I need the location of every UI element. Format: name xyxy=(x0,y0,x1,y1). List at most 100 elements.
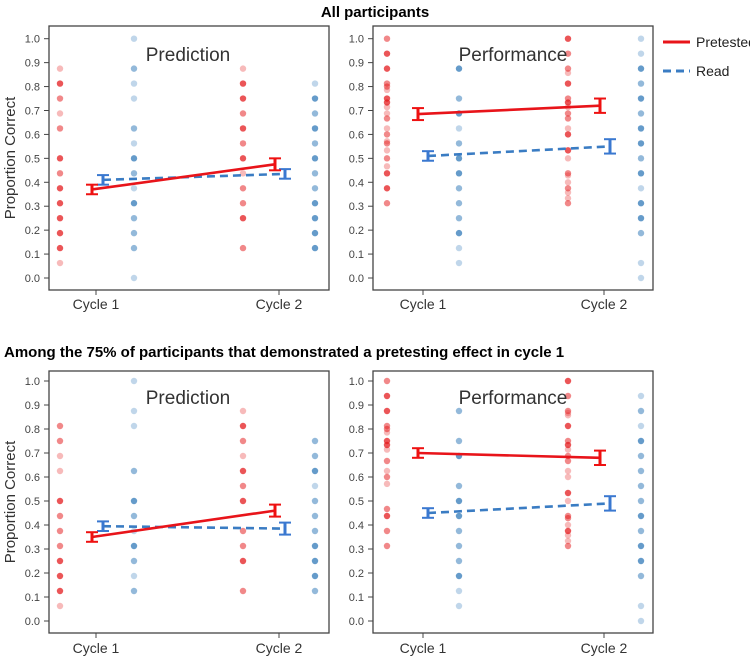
y-tick-label: 0.1 xyxy=(25,249,40,261)
data-point-pretested xyxy=(56,467,64,475)
data-point-pretested xyxy=(56,452,64,460)
data-point-read xyxy=(311,452,319,460)
data-point-pretested xyxy=(239,155,247,162)
data-point-read xyxy=(130,170,138,177)
data-point-read xyxy=(130,512,138,520)
data-point-read xyxy=(130,244,138,252)
data-point-read xyxy=(311,95,319,102)
data-point-read xyxy=(130,125,138,132)
data-point-read xyxy=(637,617,645,625)
data-point-read xyxy=(637,214,645,222)
data-point-read xyxy=(130,35,138,42)
data-point-read xyxy=(637,482,645,490)
data-point-read xyxy=(130,274,138,282)
data-point-read xyxy=(130,422,138,430)
data-point-read xyxy=(637,95,645,102)
data-point-read xyxy=(637,407,645,415)
error-bar-pretested xyxy=(594,97,606,114)
data-point-pretested xyxy=(564,125,572,132)
data-point-read xyxy=(455,95,463,102)
data-point-pretested xyxy=(56,542,64,550)
panel-title: Performance xyxy=(459,388,568,409)
data-point-pretested xyxy=(56,214,64,222)
data-point-read xyxy=(130,407,138,415)
data-point-read xyxy=(130,214,138,222)
data-point-pretested xyxy=(239,185,247,192)
error-bar-pretested xyxy=(269,503,281,518)
y-tick-label: 1.0 xyxy=(349,34,364,46)
data-point-pretested xyxy=(564,489,572,497)
data-point-pretested xyxy=(383,131,391,138)
data-point-read xyxy=(130,542,138,550)
data-point-read xyxy=(455,482,463,490)
y-tick-label: 0.3 xyxy=(349,544,364,556)
y-tick-label: 0.7 xyxy=(25,105,40,117)
data-point-pretested xyxy=(56,587,64,595)
data-point-read xyxy=(311,587,319,595)
data-point-pretested xyxy=(56,125,64,132)
data-point-read xyxy=(130,65,138,72)
data-point-read xyxy=(637,35,645,42)
data-point-read xyxy=(455,155,463,162)
panel-performance-1: 0.0 0.1 0.2 0.3 0.4 0.5 0.6 0.7 0.8 0.9 1.0 Cycle 1… xyxy=(349,25,654,312)
data-point-read xyxy=(311,185,319,192)
y-tick-label: 0.9 xyxy=(25,58,40,70)
data-point-pretested xyxy=(564,195,572,202)
data-point-read xyxy=(455,527,463,535)
data-point-pretested xyxy=(239,557,247,565)
y-tick-label: 0.8 xyxy=(25,82,40,94)
data-point-pretested xyxy=(564,457,572,465)
data-point-read xyxy=(637,170,645,177)
y-tick-label: 0.3 xyxy=(349,201,364,213)
data-point-pretested xyxy=(383,457,391,465)
data-point-pretested xyxy=(383,65,391,72)
y-tick-label: 0.4 xyxy=(25,177,40,189)
data-point-pretested xyxy=(564,407,572,415)
y-tick-label: 1.0 xyxy=(25,34,40,46)
y-tick-label: 0.4 xyxy=(25,520,40,532)
data-point-pretested xyxy=(239,467,247,475)
data-point-read xyxy=(130,587,138,595)
data-point-pretested xyxy=(564,170,572,177)
data-point-read xyxy=(637,572,645,580)
data-point-read xyxy=(455,437,463,445)
error-bar-read xyxy=(422,507,434,519)
data-point-read xyxy=(637,602,645,610)
data-point-pretested xyxy=(564,185,572,192)
data-point-read xyxy=(637,422,645,430)
y-tick-label: 0.9 xyxy=(25,400,40,412)
y-tick-label: 0.0 xyxy=(25,616,40,628)
data-point-read xyxy=(130,185,138,192)
data-point-pretested xyxy=(383,147,391,154)
data-point-pretested xyxy=(239,587,247,595)
data-point-read xyxy=(637,452,645,460)
mean-line-read xyxy=(427,502,611,515)
data-point-read xyxy=(311,557,319,565)
data-point-read xyxy=(311,110,319,117)
data-point-read xyxy=(130,155,138,162)
mean-line-read xyxy=(102,524,286,530)
y-tick-label: 1.0 xyxy=(25,376,40,388)
error-bar-read xyxy=(97,174,109,186)
data-point-pretested xyxy=(564,95,572,102)
data-point-read xyxy=(637,140,645,147)
data-point-pretested xyxy=(383,140,391,147)
y-tick-label: 0.2 xyxy=(349,568,364,580)
data-point-pretested xyxy=(383,467,391,475)
y-tick-label: 0.8 xyxy=(349,82,364,94)
data-point-read xyxy=(311,155,319,162)
data-point-pretested xyxy=(239,527,247,535)
data-point-pretested xyxy=(564,147,572,154)
mean-line-pretested xyxy=(417,104,601,116)
data-point-pretested xyxy=(56,170,64,177)
data-point-pretested xyxy=(56,497,64,505)
data-point-read xyxy=(637,229,645,237)
data-point-pretested xyxy=(564,35,572,42)
data-point-read xyxy=(311,80,319,87)
data-point-pretested xyxy=(56,259,64,267)
y-tick-label: 1.0 xyxy=(349,376,364,388)
section-title-all: All participants xyxy=(321,4,429,21)
data-point-pretested xyxy=(383,407,391,415)
data-point-read xyxy=(455,587,463,595)
error-bar-read xyxy=(604,495,616,512)
